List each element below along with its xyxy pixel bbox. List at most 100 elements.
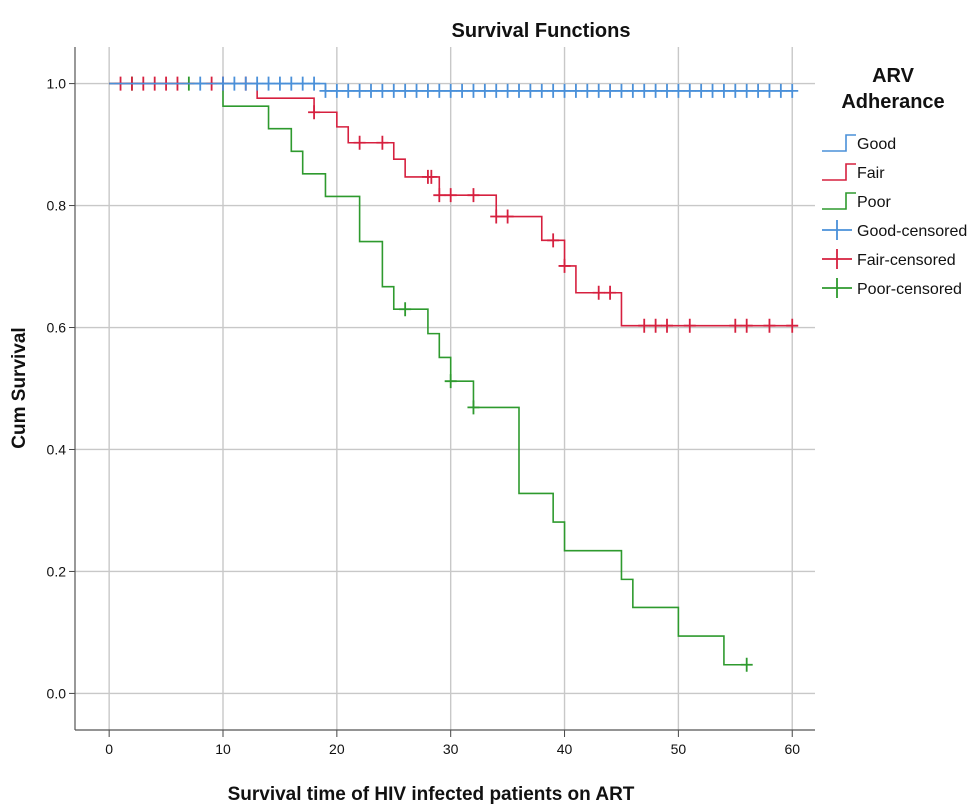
survival-line-poor [109, 82, 747, 666]
censored-mark-good [296, 76, 309, 91]
censored-mark-good [569, 83, 582, 98]
legend-swatch-fair [822, 163, 856, 181]
censored-mark-good [524, 83, 537, 98]
censored-mark-good [478, 83, 491, 98]
censored-mark-good [262, 76, 275, 91]
censored-mark-fair [592, 285, 605, 300]
censored-mark-good [581, 83, 594, 98]
legend-item-good: Good [822, 134, 896, 153]
censored-mark-good [501, 83, 514, 98]
censored-mark-good [330, 83, 343, 98]
censored-mark-good [683, 83, 696, 98]
censored-mark-fair [308, 105, 321, 120]
legend-item-good-censored: Good-censored [822, 220, 967, 240]
legend-item-poor: Poor [822, 192, 891, 211]
x-axis-title: Survival time of HIV infected patients o… [228, 784, 635, 805]
axes [69, 47, 815, 737]
censored-mark-good [763, 83, 776, 98]
censored-mark-good [399, 83, 412, 98]
censored-mark-fair [501, 209, 514, 224]
y-tick-label: 0.6 [47, 320, 67, 336]
legend-item-fair-censored: Fair-censored [822, 249, 956, 269]
legend-label-poor-censored: Poor-censored [857, 281, 962, 298]
x-tick-label: 0 [105, 741, 113, 757]
censored-mark-good [285, 76, 298, 91]
censored-mark-poor [444, 374, 457, 389]
series-layer [109, 76, 799, 672]
censored-mark-good [604, 83, 617, 98]
censored-mark-good [410, 83, 423, 98]
legend-swatch-good-censored [822, 220, 852, 240]
legend-swatch-fair-censored [822, 249, 852, 269]
censored-mark-fair [353, 135, 366, 150]
censored-mark-good [752, 83, 765, 98]
censored-mark-good [706, 83, 719, 98]
censored-mark-good [251, 76, 264, 91]
y-tick-label: 0.2 [47, 563, 67, 579]
censored-mark-fair [376, 135, 389, 150]
censored-mark-fair [444, 188, 457, 203]
y-tick-label: 0.4 [47, 441, 67, 457]
censored-mark-fair [467, 188, 480, 203]
censored-mark-fair [425, 169, 438, 184]
censored-mark-good [353, 83, 366, 98]
censored-mark-good [774, 83, 787, 98]
censored-mark-good [319, 83, 332, 98]
legend-swatch-poor-censored [822, 278, 852, 298]
censored-mark-fair [490, 209, 503, 224]
censored-mark-good [467, 83, 480, 98]
censored-mark-good [444, 83, 457, 98]
censored-mark-good [421, 83, 434, 98]
grid [75, 47, 815, 730]
censored-mark-good [239, 76, 252, 91]
legend-title-line-1: ARV [872, 65, 915, 87]
y-axis-title: Cum Survival [9, 327, 30, 448]
censored-mark-good [376, 83, 389, 98]
x-tick-label: 50 [671, 741, 687, 757]
censored-mark-good [217, 76, 229, 91]
legend-swatch-poor [822, 192, 856, 210]
chart-title: Survival Functions [452, 20, 631, 42]
censored-mark-fair [649, 318, 662, 333]
censored-mark-good [228, 76, 241, 91]
censored-mark-good [194, 76, 207, 91]
censored-mark-good [729, 83, 742, 98]
censored-mark-fair [604, 285, 617, 300]
censored-mark-fair [638, 318, 651, 333]
censored-mark-good [342, 83, 355, 98]
legend-title-line-2: Adherance [841, 91, 944, 113]
censored-mark-poor [740, 657, 753, 672]
y-tick-label: 1.0 [47, 76, 67, 92]
legend: ARV Adherance Good Fair Poor Good-censored F… [822, 65, 967, 298]
censored-mark-good [717, 83, 730, 98]
censored-mark-fair [547, 233, 560, 248]
censored-mark-poor [467, 400, 480, 415]
censored-mark-fair [740, 318, 753, 333]
x-axis-ticks: 0 10 20 30 40 50 60 [105, 741, 800, 757]
censored-mark-good [626, 83, 639, 98]
censored-mark-good [308, 76, 321, 91]
legend-label-good: Good [857, 136, 896, 153]
censored-mark-good [433, 83, 446, 98]
x-tick-label: 60 [784, 741, 800, 757]
censored-mark-good [661, 83, 673, 98]
censored-mark-good [513, 83, 525, 98]
censored-mark-good [273, 76, 286, 91]
legend-item-poor-censored: Poor-censored [822, 278, 962, 298]
legend-item-fair: Fair [822, 163, 885, 182]
legend-label-good-censored: Good-censored [857, 223, 967, 240]
censored-mark-good [558, 83, 571, 98]
censored-mark-good [740, 83, 753, 98]
x-tick-label: 30 [443, 741, 459, 757]
censored-mark-good [786, 83, 799, 98]
censored-mark-good [695, 83, 708, 98]
legend-label-poor: Poor [857, 194, 891, 211]
censored-mark-good [387, 83, 400, 98]
y-tick-label: 0.8 [47, 198, 67, 214]
x-tick-label: 40 [557, 741, 573, 757]
censored-mark-good [365, 83, 377, 98]
series-fair [109, 76, 799, 333]
censored-mark-fair [683, 318, 696, 333]
series-good [109, 76, 799, 98]
